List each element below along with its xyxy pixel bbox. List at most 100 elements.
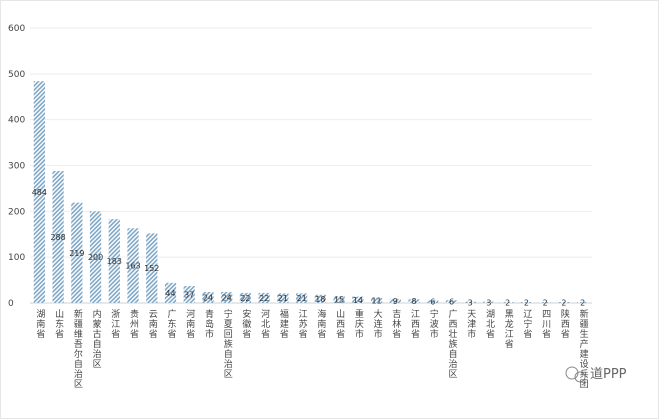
data-label: 183 [107, 257, 122, 266]
bar [89, 211, 102, 303]
x-tick-label: 内蒙古自治区 [91, 308, 102, 369]
data-label: 484 [32, 188, 47, 197]
data-label: 9 [393, 297, 398, 306]
y-tick-label: 600 [8, 24, 25, 34]
data-label: 15 [334, 296, 344, 305]
bar [296, 293, 308, 303]
x-tick-label: 青岛市 [203, 308, 214, 339]
data-label: 24 [222, 294, 232, 303]
data-label: 24 [203, 294, 213, 303]
bar [221, 292, 233, 303]
bar [127, 228, 139, 303]
x-tick-label: 四川省 [540, 309, 551, 339]
x-tick-label: 江苏省 [297, 309, 308, 339]
bar [164, 282, 177, 303]
x-tick-label: 新疆生产建设兵团 [578, 308, 589, 389]
data-label: 2 [561, 299, 566, 308]
data-label: 288 [50, 233, 65, 242]
x-tick-label: 天津市 [465, 309, 476, 339]
data-label: 152 [144, 264, 159, 273]
data-label: 219 [69, 249, 84, 258]
data-label: 3 [486, 298, 491, 307]
bar [445, 300, 458, 303]
bar [183, 286, 195, 303]
data-label: 8 [411, 297, 416, 306]
bar [258, 292, 270, 303]
x-tick-label: 湖北省 [484, 309, 495, 339]
data-label: 200 [88, 253, 103, 262]
bar [483, 301, 495, 303]
data-label: 2 [524, 299, 529, 308]
x-tick-label: 山东省 [53, 309, 64, 339]
x-tick-label: 河北省 [259, 308, 270, 339]
watermark: 道PPP [565, 366, 627, 383]
data-label: 22 [240, 294, 250, 303]
bar [502, 302, 514, 303]
watermark-icon [565, 366, 579, 380]
x-tick-label: 大连市 [372, 308, 383, 339]
data-label: 37 [184, 291, 194, 300]
data-label: 18 [315, 295, 325, 304]
bar [277, 293, 289, 303]
bar [239, 292, 252, 303]
bar [558, 302, 570, 303]
data-label: 2 [505, 299, 510, 308]
x-tick-label: 新疆维吾尔自治区 [72, 308, 83, 389]
x-tick-label: 广东省 [166, 308, 177, 339]
data-label: 163 [125, 262, 140, 271]
bar [52, 171, 64, 303]
x-tick-label: 宁夏回族自治区 [222, 308, 233, 379]
bar [464, 301, 476, 303]
x-tick-label: 宁波市 [428, 308, 439, 339]
x-tick-label: 江西省 [409, 309, 420, 339]
data-label: 44 [165, 289, 175, 298]
bar [71, 202, 83, 303]
bar [352, 296, 364, 303]
bar [33, 81, 45, 304]
x-tick-label: 辽宁省 [521, 309, 532, 339]
data-label: 6 [430, 298, 435, 307]
x-tick-label: 黑龙江省 [503, 309, 514, 349]
bar [333, 296, 345, 303]
data-label: 11 [371, 296, 381, 305]
watermark-icon [574, 371, 586, 383]
data-label: 2 [543, 299, 548, 308]
y-tick-label: 200 [8, 207, 25, 217]
y-tick-label: 0 [8, 299, 14, 309]
x-tick-label: 贵州省 [128, 308, 139, 339]
x-tick-label: 重庆市 [353, 308, 364, 339]
x-tick-label: 吉林省 [390, 309, 401, 339]
bar [577, 302, 589, 303]
y-tick-label: 300 [8, 162, 25, 172]
data-label: 2 [580, 299, 585, 308]
data-label: 21 [278, 294, 288, 303]
data-label: 21 [297, 294, 307, 303]
x-tick-label: 湖南省 [34, 309, 45, 339]
bar [146, 233, 158, 303]
bar [427, 300, 439, 303]
x-tick-label: 福建省 [278, 308, 289, 339]
data-label: 6 [449, 298, 454, 307]
bar [108, 219, 120, 303]
x-tick-label: 山西省 [334, 309, 345, 339]
y-tick-label: 100 [8, 253, 25, 263]
y-tick-label: 400 [8, 116, 25, 126]
data-label: 22 [259, 294, 269, 303]
bar [389, 298, 401, 303]
x-tick-label: 河南省 [184, 308, 195, 339]
bar [314, 294, 326, 303]
x-tick-label: 安徽省 [240, 308, 251, 339]
x-tick-label: 浙江省 [109, 308, 120, 339]
bar [370, 297, 383, 303]
x-tick-label: 陕西省 [559, 308, 570, 339]
data-label: 14 [353, 296, 363, 305]
bar [202, 292, 214, 303]
watermark-text: 道PPP [590, 367, 627, 382]
bar [520, 302, 533, 303]
x-tick-label: 云南省 [147, 309, 158, 339]
data-label: 3 [468, 298, 473, 307]
bar [408, 299, 420, 303]
bar [539, 302, 551, 303]
x-tick-label: 广西壮族自治区 [447, 308, 458, 379]
